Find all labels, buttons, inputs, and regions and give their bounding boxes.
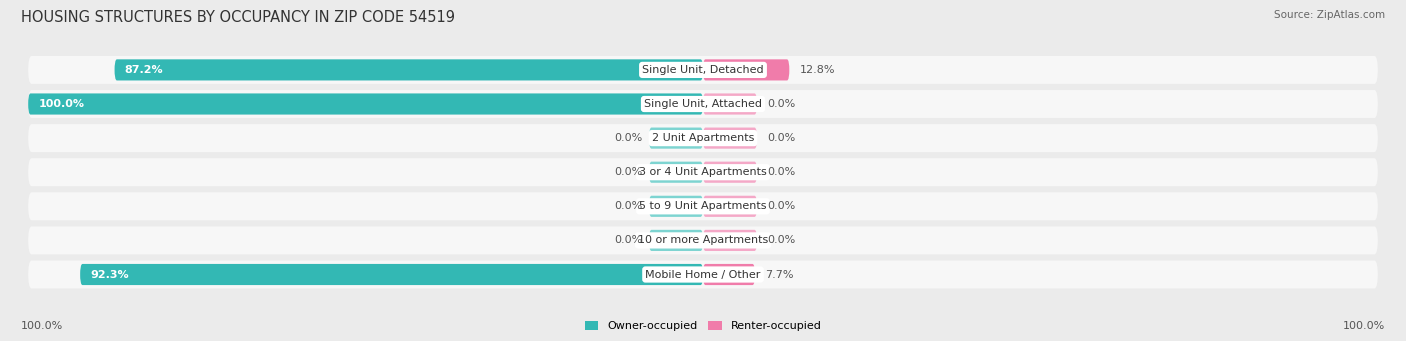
FancyBboxPatch shape <box>114 59 703 80</box>
Text: 0.0%: 0.0% <box>768 167 796 177</box>
FancyBboxPatch shape <box>703 93 756 115</box>
Text: 0.0%: 0.0% <box>614 235 643 246</box>
Text: 0.0%: 0.0% <box>768 201 796 211</box>
Text: 100.0%: 100.0% <box>21 321 63 331</box>
FancyBboxPatch shape <box>703 128 756 149</box>
FancyBboxPatch shape <box>703 59 789 80</box>
FancyBboxPatch shape <box>703 162 756 183</box>
Text: HOUSING STRUCTURES BY OCCUPANCY IN ZIP CODE 54519: HOUSING STRUCTURES BY OCCUPANCY IN ZIP C… <box>21 10 456 25</box>
FancyBboxPatch shape <box>80 264 703 285</box>
FancyBboxPatch shape <box>28 158 1378 186</box>
FancyBboxPatch shape <box>28 90 1378 118</box>
Text: 0.0%: 0.0% <box>614 201 643 211</box>
FancyBboxPatch shape <box>703 196 756 217</box>
Text: Single Unit, Detached: Single Unit, Detached <box>643 65 763 75</box>
Text: 5 to 9 Unit Apartments: 5 to 9 Unit Apartments <box>640 201 766 211</box>
FancyBboxPatch shape <box>650 128 703 149</box>
FancyBboxPatch shape <box>703 264 755 285</box>
FancyBboxPatch shape <box>28 56 1378 84</box>
Text: 0.0%: 0.0% <box>768 99 796 109</box>
FancyBboxPatch shape <box>703 230 756 251</box>
Text: 2 Unit Apartments: 2 Unit Apartments <box>652 133 754 143</box>
Text: 7.7%: 7.7% <box>765 269 793 280</box>
FancyBboxPatch shape <box>650 196 703 217</box>
FancyBboxPatch shape <box>28 261 1378 288</box>
FancyBboxPatch shape <box>28 226 1378 254</box>
Text: 10 or more Apartments: 10 or more Apartments <box>638 235 768 246</box>
Text: 100.0%: 100.0% <box>1343 321 1385 331</box>
Legend: Owner-occupied, Renter-occupied: Owner-occupied, Renter-occupied <box>581 316 825 336</box>
Text: 87.2%: 87.2% <box>125 65 163 75</box>
Text: Source: ZipAtlas.com: Source: ZipAtlas.com <box>1274 10 1385 20</box>
Text: Single Unit, Attached: Single Unit, Attached <box>644 99 762 109</box>
FancyBboxPatch shape <box>650 230 703 251</box>
Text: Mobile Home / Other: Mobile Home / Other <box>645 269 761 280</box>
Text: 0.0%: 0.0% <box>768 235 796 246</box>
FancyBboxPatch shape <box>650 162 703 183</box>
FancyBboxPatch shape <box>28 192 1378 220</box>
FancyBboxPatch shape <box>28 93 703 115</box>
Text: 0.0%: 0.0% <box>614 133 643 143</box>
Text: 0.0%: 0.0% <box>614 167 643 177</box>
Text: 92.3%: 92.3% <box>90 269 129 280</box>
Text: 3 or 4 Unit Apartments: 3 or 4 Unit Apartments <box>640 167 766 177</box>
FancyBboxPatch shape <box>28 124 1378 152</box>
Text: 100.0%: 100.0% <box>38 99 84 109</box>
Text: 0.0%: 0.0% <box>768 133 796 143</box>
Text: 12.8%: 12.8% <box>800 65 835 75</box>
